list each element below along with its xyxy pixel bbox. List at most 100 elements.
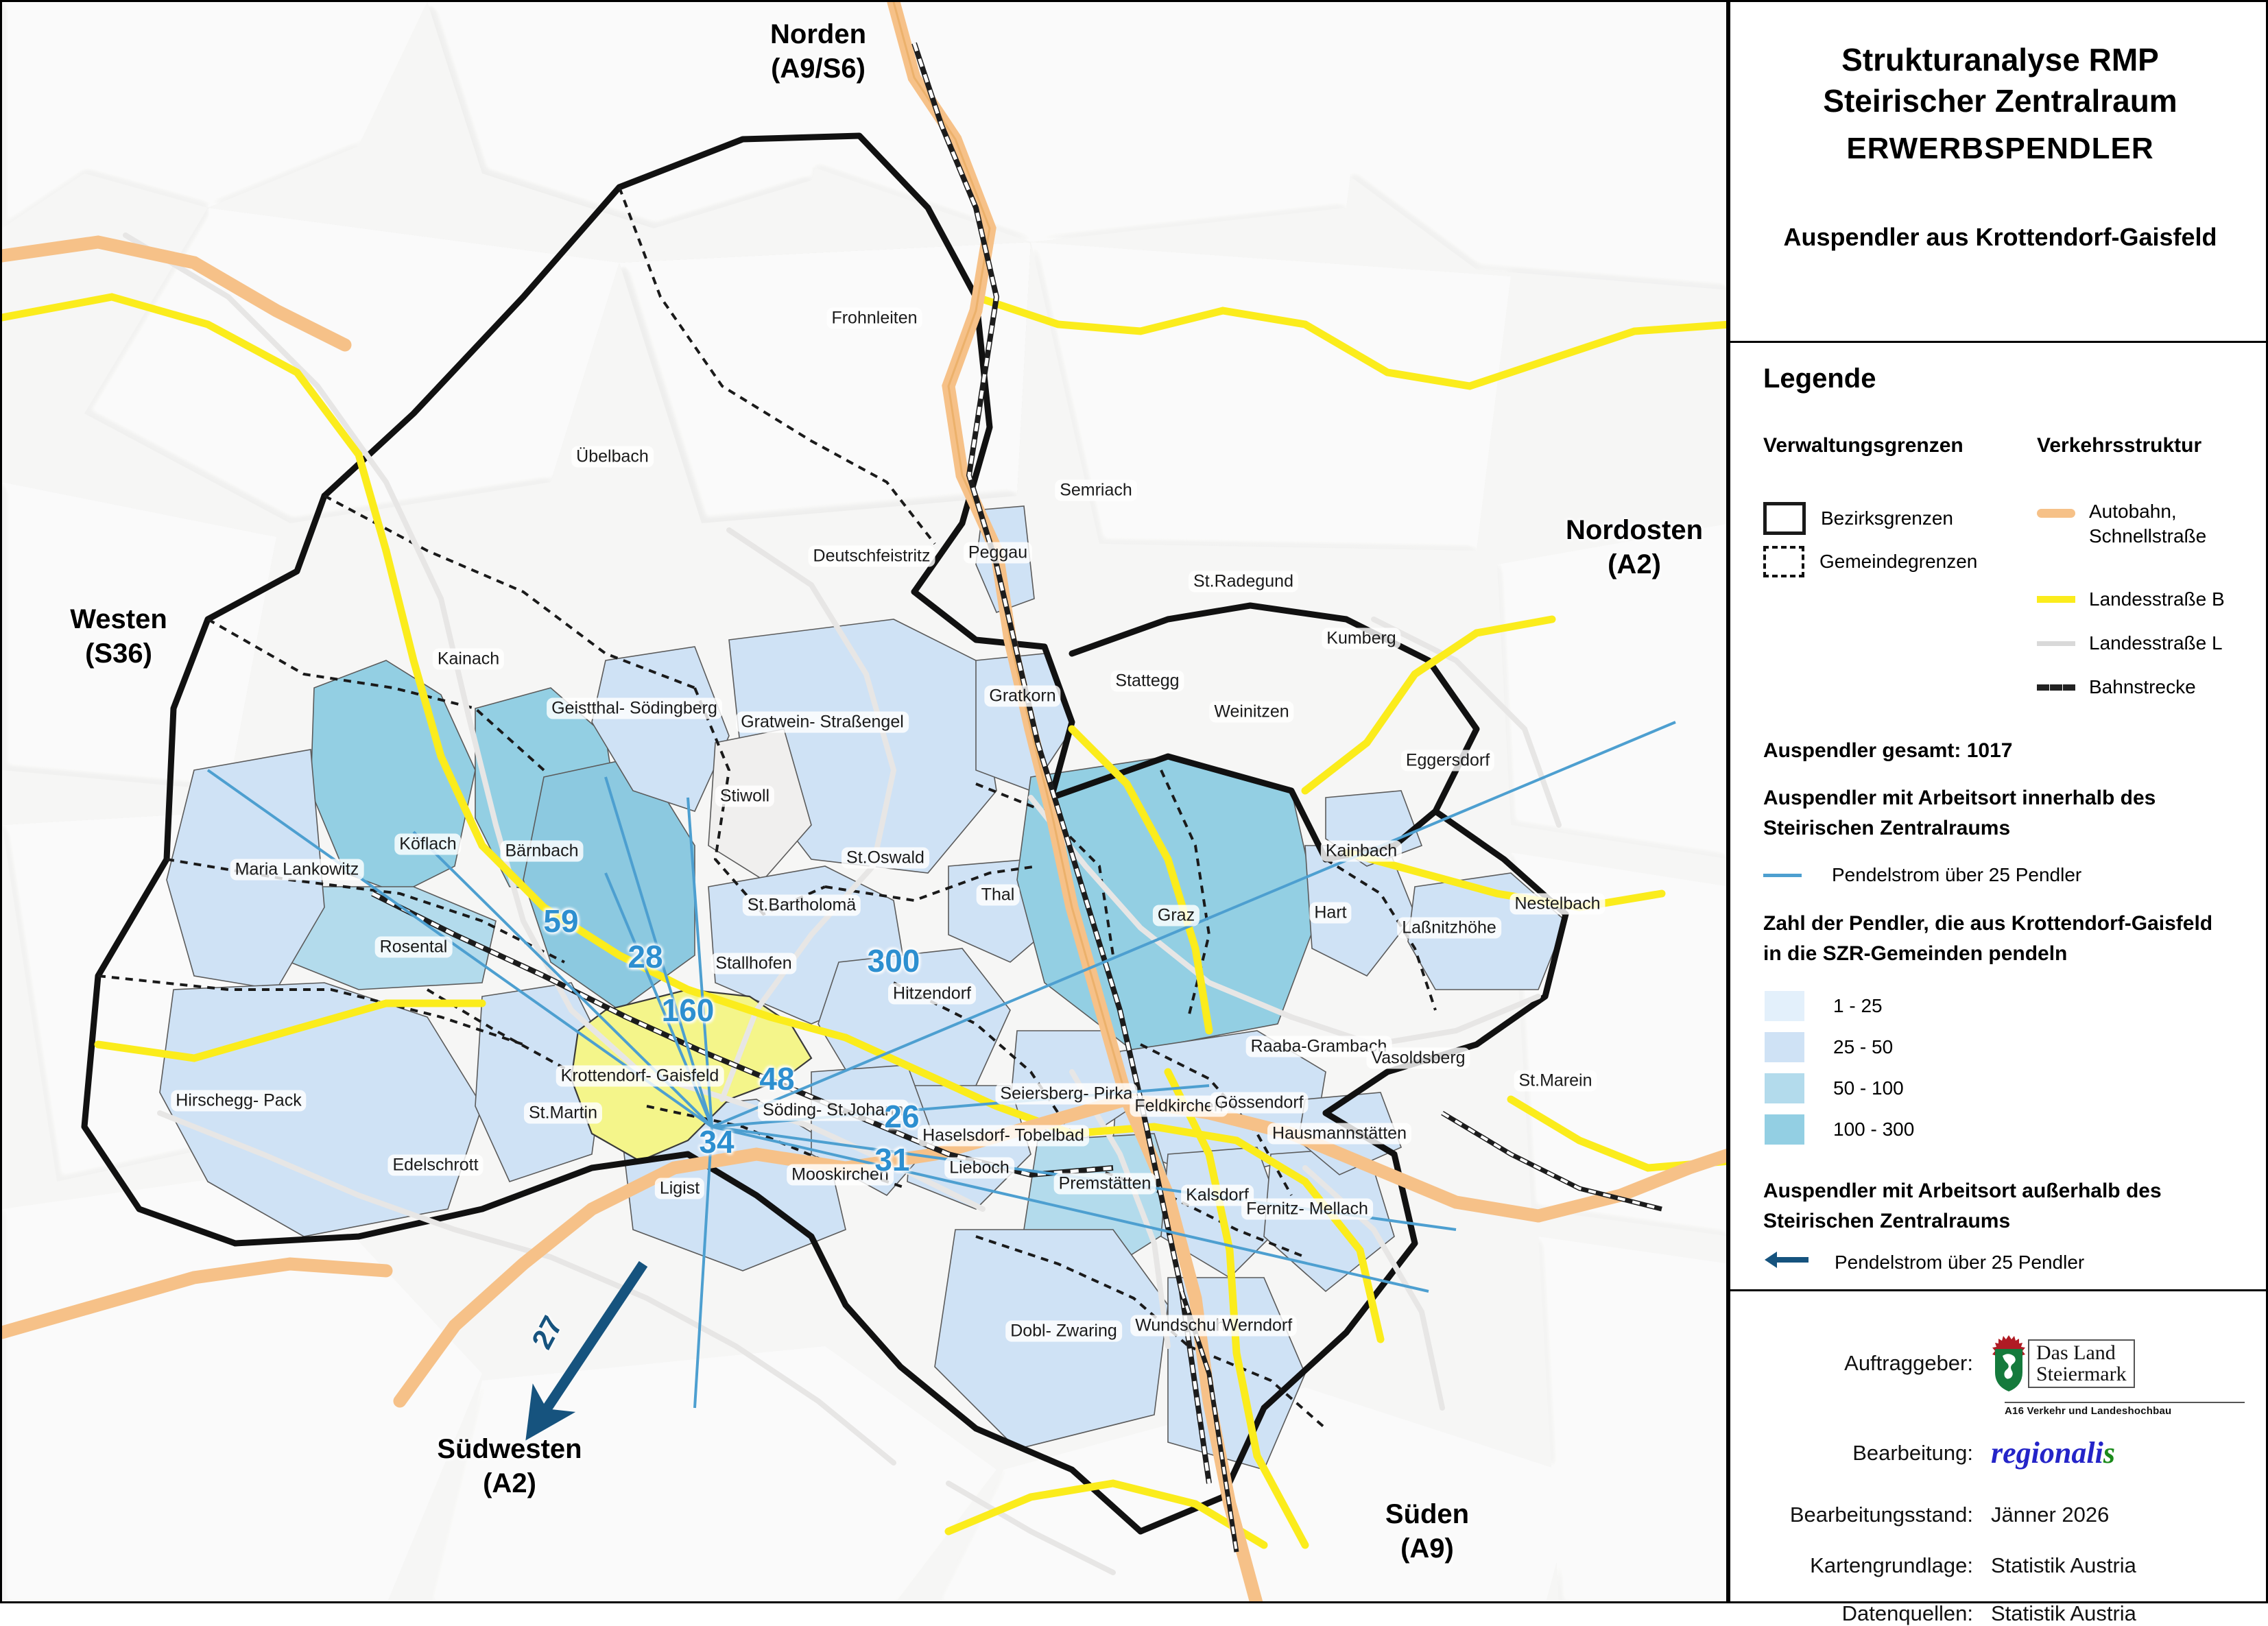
- municipality-label: Söding- St.Johann: [758, 1099, 909, 1121]
- municipality-label: Dobl- Zwaring: [1005, 1320, 1122, 1342]
- regionalis-wordmark: regionalis: [1991, 1435, 2115, 1470]
- flow-value-label: 34: [699, 1124, 735, 1160]
- municipality-label: Premstätten: [1053, 1173, 1156, 1195]
- land-steiermark-wordmark: Das Land Steiermark: [2028, 1339, 2135, 1388]
- class-heading-line-2: in die SZR-Gemeinden pendeln: [1763, 942, 2068, 965]
- municipality-label: Bärnbach: [500, 840, 584, 862]
- municipality-label: Peggau: [963, 542, 1033, 564]
- municipality-label: Kumberg: [1322, 627, 1401, 649]
- stand-label: Bearbeitungsstand:: [1789, 1503, 1973, 1527]
- class-heading-line-1: Zahl der Pendler, die aus Krottendorf-Ga…: [1763, 912, 2213, 935]
- class-swatch-3: [1765, 1073, 1804, 1103]
- municipality-label: Übelbach: [571, 446, 654, 468]
- class-label-2: 25 - 50: [1833, 1036, 1894, 1057]
- municipality-label: Frohnleiten: [826, 307, 922, 329]
- legend-heading: Legende: [1763, 363, 1876, 394]
- map-label-layer: Frohnleiten Übelbach Semriach Peggau Deutsch…: [2, 2, 1726, 1601]
- municipality-label: Ligist: [654, 1177, 705, 1199]
- municipality-label: Geistthal- Södingberg: [547, 697, 722, 719]
- admin-boundaries-heading: Verwaltungsgrenzen: [1763, 434, 1963, 457]
- class-label-1: 1 - 25: [1833, 995, 1883, 1016]
- flow-value-label: 48: [759, 1061, 795, 1097]
- legend-item-autobahn: Autobahn, Schnellstraße: [2037, 499, 2206, 549]
- municipality-label: Semriach: [1055, 479, 1137, 501]
- inner-flow-icon: [1763, 873, 1802, 877]
- municipality-label: Kainach: [432, 648, 505, 670]
- map-subtitle: Auspendler aus Krottendorf-Gaisfeld: [1783, 223, 2217, 251]
- map-canvas: [2, 2, 1726, 1601]
- class-heading: Zahl der Pendler, die aus Krottendorf-Ga…: [1763, 909, 2257, 968]
- class-swatch-4: [1765, 1114, 1804, 1145]
- legend-item-gemeindegrenzen: Gemeindegrenzen: [1763, 546, 1977, 577]
- inner-workplace-heading: Auspendler mit Arbeitsort innerhalb des …: [1763, 783, 2243, 843]
- report-title: Strukturanalyse RMP Steirischer Zentralr…: [1730, 40, 2268, 122]
- outer-heading-line-1: Auspendler mit Arbeitsort außerhalb des: [1763, 1180, 2162, 1202]
- inner-flow-label: Pendelstrom über 25 Pendler: [1832, 864, 2082, 885]
- datenquellen-value: Statistik Austria: [1991, 1601, 2136, 1625]
- title-line-1: Strukturanalyse RMP: [1841, 42, 2159, 77]
- flow-value-label: 59: [543, 903, 579, 939]
- title-box: Strukturanalyse RMP Steirischer Zentralr…: [1728, 0, 2268, 343]
- autobahn-label-2: Schnellstraße: [2089, 525, 2207, 547]
- class-label-3: 50 - 100: [1833, 1077, 1904, 1099]
- direction-label: Westen (S36): [70, 604, 167, 669]
- outer-flow-arrow: [525, 1260, 648, 1441]
- municipality-label: Lieboch: [944, 1157, 1014, 1179]
- municipality-label: Gössendorf: [1210, 1092, 1309, 1114]
- credit-row-datenquellen: Datenquellen: Statistik Austria: [1730, 1601, 2268, 1626]
- legend-class-3: 50 - 100: [1765, 1073, 1904, 1103]
- municipality-label: Hirschegg- Pack: [171, 1090, 307, 1112]
- municipality-label: Fernitz- Mellach: [1241, 1198, 1373, 1220]
- flow-value-label: 160: [661, 992, 715, 1028]
- autobahn-label-1: Autobahn,: [2089, 501, 2177, 522]
- outer-heading-line-2: Steirischen Zentralraums: [1763, 1209, 2011, 1232]
- credit-row-auftraggeber: Auftraggeber: Das Land Steiermark: [1730, 1334, 2268, 1393]
- municipality-label: Vasoldsberg: [1366, 1047, 1470, 1069]
- municipality-label: Nestelbach: [1509, 893, 1605, 915]
- municipality-label: Graz: [1152, 905, 1200, 926]
- credit-row-kartengrundlage: Kartengrundlage: Statistik Austria: [1730, 1553, 2268, 1578]
- direction-label: Norden (A9/S6): [770, 19, 866, 84]
- municipality-label: St.Radegund: [1189, 571, 1298, 593]
- regionalis-part-3: s: [2103, 1436, 2115, 1470]
- municipality-label: Hausmannstätten: [1267, 1123, 1411, 1145]
- municipality-label: Rosental: [374, 936, 453, 958]
- outer-flow-value-label: 27: [525, 1311, 569, 1354]
- municipality-label: Krottendorf- Gaisfeld: [556, 1065, 724, 1087]
- municipality-label: Wundschuh: [1130, 1315, 1230, 1337]
- regionalis-part-2: i: [2094, 1436, 2103, 1470]
- map-panel[interactable]: Frohnleiten Übelbach Semriach Peggau Deutsch…: [0, 0, 1728, 1603]
- district-boundary-icon: [1763, 502, 1806, 535]
- municipality-label: Thal: [976, 884, 1020, 906]
- municipality-label: Edelschrott: [387, 1154, 484, 1176]
- outer-workplace-heading: Auspendler mit Arbeitsort außerhalb des …: [1763, 1176, 2257, 1236]
- flow-value-label: 26: [884, 1099, 920, 1134]
- district-boundary-label: Bezirksgrenzen: [1821, 507, 1953, 529]
- municipality-label: Seiersberg- Pirka: [995, 1083, 1138, 1105]
- logo-subtitle: A16 Verkehr und Landeshochbau: [2005, 1402, 2245, 1417]
- legend-item-outer-flow: Pendelstrom über 25 Pendler: [1763, 1250, 2084, 1275]
- legend-box: Legende Verwaltungsgrenzen Verkehrsstruk…: [1728, 341, 2268, 1291]
- municipality-boundary-label: Gemeindegrenzen: [1819, 551, 1978, 572]
- inner-heading-line-1: Auspendler mit Arbeitsort innerhalb des: [1763, 787, 2156, 809]
- regionalis-part-1: regional: [1991, 1436, 2095, 1470]
- municipality-boundary-icon: [1763, 546, 1804, 577]
- class-label-4: 100 - 300: [1833, 1119, 1915, 1140]
- municipality-label: Gratwein- Straßengel: [736, 711, 909, 733]
- municipality-label: Stallhofen: [711, 953, 797, 975]
- municipality-label: Mooskirchen: [787, 1164, 894, 1186]
- landesstrasse-b-icon: [2037, 596, 2075, 603]
- legend-item-inner-flow: Pendelstrom über 25 Pendler: [1763, 864, 2081, 886]
- municipality-label: Werndorf: [1217, 1315, 1298, 1337]
- municipality-label: Stiwoll: [715, 785, 775, 807]
- credit-row-bearbeitung: Bearbeitung: regionalis: [1730, 1435, 2268, 1470]
- municipality-label: Hitzendorf: [888, 983, 976, 1005]
- municipality-label: Stattegg: [1110, 670, 1184, 692]
- municipality-label: Laßnitzhöhe: [1397, 917, 1501, 939]
- kartengrundlage-value: Statistik Austria: [1991, 1553, 2136, 1577]
- municipality-label: Kainbach: [1320, 840, 1402, 862]
- legend-item-landesstrasse-b: Landesstraße B: [2037, 588, 2225, 610]
- total-commuters: Auspendler gesamt: 1017: [1763, 739, 2013, 762]
- municipality-label: Weinitzen: [1209, 701, 1294, 723]
- outer-flow-arrow-icon: [1763, 1250, 1810, 1275]
